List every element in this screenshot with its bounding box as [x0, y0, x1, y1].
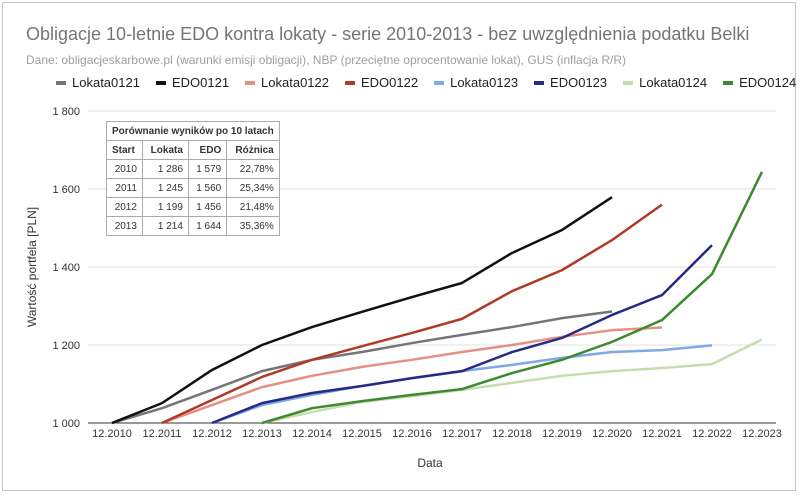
series-line-edo0121 — [111, 196, 613, 425]
chart-title: Obligacje 10-letnie EDO kontra lokaty - … — [26, 24, 750, 44]
legend-swatch — [155, 80, 166, 85]
legend-label: Lokata0123 — [450, 75, 519, 90]
table-cell: 2011 — [106, 178, 143, 198]
legend-item: EDO0122 — [345, 75, 418, 90]
table-cell: 2012 — [106, 197, 143, 217]
legend-item: EDO0124 — [723, 75, 796, 90]
legend-item: EDO0123 — [534, 75, 607, 90]
table-cell: 25,34% — [226, 178, 280, 198]
legend-label: Lokata0121 — [72, 75, 140, 90]
table-cell: 21,48% — [226, 197, 280, 217]
table-cell: 1 245 — [141, 178, 189, 198]
x-tick-label: 12.2016 — [392, 428, 432, 440]
table-cell: 2013 — [106, 216, 143, 236]
legend: Lokata0121 EDO0121 Lokata0122 EDO0122 Lokata… — [56, 75, 796, 90]
table-cell: 1 560 — [187, 178, 228, 198]
summary-table: Porównanie wyników po 10 latach Start Lo… — [106, 121, 280, 236]
table-header-row: Start Lokata EDO Różnica — [106, 140, 280, 160]
x-tick-label: 12.2014 — [292, 428, 332, 440]
legend-label: Lokata0124 — [639, 75, 708, 90]
table-header: EDO — [187, 140, 228, 160]
series-line-lokata0124 — [261, 338, 763, 425]
legend-swatch — [534, 80, 545, 85]
y-tick-label: 1 200 — [52, 340, 80, 352]
table-cell: 1 286 — [141, 159, 189, 179]
legend-item: Lokata0124 — [623, 75, 707, 90]
table-cell: 1 199 — [141, 197, 189, 217]
x-tick-label: 12.2018 — [492, 428, 532, 440]
y-tick-label: 1 000 — [52, 418, 80, 430]
legend-label: EDO0121 — [171, 75, 230, 90]
table-header: Start — [106, 140, 143, 160]
x-tick-label: 12.2019 — [542, 428, 582, 440]
legend-swatch — [56, 80, 66, 85]
legend-swatch — [723, 80, 734, 85]
table-caption: Porównanie wyników po 10 latach — [106, 121, 280, 141]
chart-subtitle: Dane: obligacjeskarbowe.pl (warunki emis… — [26, 53, 627, 67]
legend-label: EDO0122 — [361, 75, 419, 90]
y-tick-label: 1 800 — [52, 106, 80, 118]
series-line-lokata0123 — [211, 344, 713, 425]
table-row: 2011 1 245 1 560 25,34% — [106, 178, 280, 198]
series-line-lokata0121 — [111, 310, 613, 425]
x-tick-label: 12.2023 — [742, 428, 782, 440]
x-tick-label: 12.2017 — [442, 428, 482, 440]
x-axis-label: Data — [417, 456, 443, 470]
table-cell: 35,36% — [226, 216, 280, 236]
legend-item: Lokata0123 — [434, 75, 518, 90]
table-header: Różnica — [226, 140, 280, 160]
legend-item: EDO0121 — [155, 75, 230, 90]
table-row: 2010 1 286 1 579 22,78% — [106, 159, 280, 179]
x-tick-label: 12.2010 — [92, 428, 132, 440]
x-tick-label: 12.2021 — [642, 428, 682, 440]
legend-label: EDO0123 — [550, 75, 608, 90]
y-axis-label: Wartość portfela [PLN] — [25, 207, 39, 327]
table-header: Lokata — [141, 140, 189, 160]
series-line-edo0124 — [261, 171, 764, 425]
series-line-edo0122 — [161, 203, 663, 425]
table-cell: 1 579 — [187, 159, 228, 179]
legend-label: Lokata0122 — [261, 75, 329, 90]
legend-item: Lokata0122 — [245, 75, 329, 90]
legend-swatch — [345, 80, 355, 85]
series-line-lokata0122 — [161, 326, 663, 425]
legend-item: Lokata0121 — [56, 75, 140, 90]
table-cell: 1 644 — [187, 216, 228, 236]
y-tick-label: 1 600 — [52, 184, 80, 196]
legend-swatch — [623, 80, 634, 85]
table-cell: 22,78% — [226, 159, 280, 179]
legend-swatch — [434, 80, 445, 85]
legend-swatch — [245, 80, 256, 85]
table-row: 2012 1 199 1 456 21,48% — [106, 197, 280, 217]
table-cell: 1 456 — [187, 197, 228, 217]
x-tick-label: 12.2011 — [143, 428, 182, 440]
x-tick-label: 12.2012 — [192, 428, 232, 440]
table-row: 2013 1 214 1 644 35,36% — [106, 216, 280, 236]
y-tick-label: 1 400 — [52, 262, 80, 274]
table-cell: 1 214 — [141, 216, 189, 236]
x-tick-label: 12.2020 — [592, 428, 632, 440]
x-tick-label: 12.2022 — [692, 428, 732, 440]
series-line-edo0123 — [211, 244, 713, 425]
x-tick-label: 12.2015 — [342, 428, 382, 440]
legend-label: EDO0124 — [739, 75, 797, 90]
table-cell: 2010 — [106, 159, 143, 179]
x-tick-label: 12.2013 — [242, 428, 282, 440]
